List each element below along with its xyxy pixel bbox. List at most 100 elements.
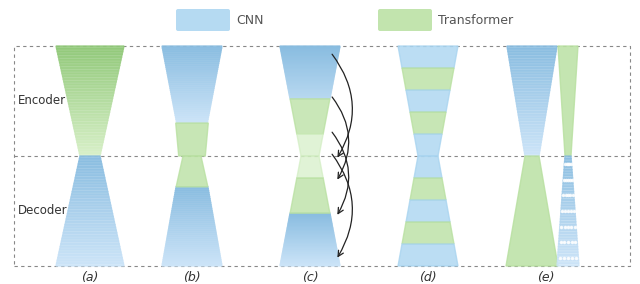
Polygon shape	[172, 206, 212, 208]
Polygon shape	[558, 244, 578, 247]
Polygon shape	[558, 250, 578, 252]
Polygon shape	[170, 86, 214, 88]
Polygon shape	[414, 134, 442, 156]
Polygon shape	[286, 78, 334, 79]
Polygon shape	[290, 99, 330, 134]
Polygon shape	[287, 228, 333, 229]
Polygon shape	[65, 219, 115, 222]
Polygon shape	[175, 111, 209, 113]
Polygon shape	[58, 57, 122, 60]
Polygon shape	[522, 139, 541, 142]
Polygon shape	[559, 233, 577, 236]
Polygon shape	[57, 51, 123, 54]
Polygon shape	[167, 234, 217, 236]
Polygon shape	[406, 90, 450, 112]
Polygon shape	[166, 244, 218, 246]
Polygon shape	[164, 254, 220, 256]
Polygon shape	[559, 241, 577, 244]
Polygon shape	[165, 246, 219, 248]
Polygon shape	[73, 186, 108, 189]
Polygon shape	[68, 104, 111, 106]
Polygon shape	[175, 189, 209, 191]
Polygon shape	[524, 148, 540, 151]
Polygon shape	[67, 211, 113, 214]
Polygon shape	[175, 115, 209, 117]
Polygon shape	[167, 73, 217, 75]
Polygon shape	[288, 221, 332, 222]
Polygon shape	[508, 51, 556, 54]
Polygon shape	[166, 67, 218, 69]
Polygon shape	[289, 220, 332, 221]
Polygon shape	[173, 104, 211, 106]
Polygon shape	[563, 186, 573, 189]
Polygon shape	[508, 54, 556, 57]
Polygon shape	[559, 227, 577, 230]
Polygon shape	[289, 96, 330, 97]
Polygon shape	[288, 88, 332, 89]
Polygon shape	[284, 244, 336, 245]
Polygon shape	[57, 258, 123, 260]
Polygon shape	[164, 250, 220, 252]
Polygon shape	[518, 112, 546, 115]
Polygon shape	[174, 110, 210, 111]
Polygon shape	[290, 213, 330, 214]
Polygon shape	[564, 162, 572, 164]
Polygon shape	[166, 242, 218, 244]
Polygon shape	[174, 197, 210, 199]
Polygon shape	[516, 98, 548, 101]
Polygon shape	[169, 224, 215, 226]
Polygon shape	[63, 233, 117, 236]
Polygon shape	[563, 175, 573, 178]
Polygon shape	[163, 54, 221, 56]
Polygon shape	[522, 134, 543, 137]
Polygon shape	[561, 206, 575, 208]
Polygon shape	[165, 248, 219, 250]
Polygon shape	[68, 206, 111, 208]
Polygon shape	[281, 261, 339, 262]
Polygon shape	[163, 262, 221, 264]
Polygon shape	[514, 90, 550, 93]
Polygon shape	[67, 98, 113, 101]
Polygon shape	[288, 87, 332, 88]
Polygon shape	[77, 167, 103, 170]
Polygon shape	[166, 65, 218, 67]
Polygon shape	[512, 76, 552, 79]
Polygon shape	[58, 255, 122, 258]
Polygon shape	[289, 216, 331, 217]
Polygon shape	[509, 62, 554, 65]
Polygon shape	[284, 68, 336, 70]
Polygon shape	[170, 85, 214, 86]
Polygon shape	[70, 197, 109, 200]
Polygon shape	[68, 101, 112, 104]
Polygon shape	[167, 71, 217, 73]
Polygon shape	[66, 216, 114, 219]
Polygon shape	[176, 156, 208, 187]
Polygon shape	[286, 76, 334, 78]
Polygon shape	[167, 236, 217, 238]
Polygon shape	[557, 263, 579, 266]
Polygon shape	[508, 49, 557, 51]
Polygon shape	[520, 126, 544, 128]
Polygon shape	[175, 113, 209, 115]
Polygon shape	[284, 66, 336, 67]
Polygon shape	[75, 178, 106, 181]
Polygon shape	[283, 250, 337, 251]
Polygon shape	[524, 151, 540, 153]
Polygon shape	[513, 79, 552, 82]
Polygon shape	[559, 236, 577, 239]
Polygon shape	[281, 259, 339, 261]
Polygon shape	[410, 178, 446, 200]
Polygon shape	[282, 54, 339, 55]
Polygon shape	[562, 197, 574, 200]
Polygon shape	[172, 208, 212, 210]
Polygon shape	[511, 71, 553, 74]
Polygon shape	[79, 156, 100, 159]
Text: Decoder: Decoder	[18, 204, 68, 218]
Polygon shape	[287, 230, 333, 232]
Polygon shape	[78, 148, 102, 151]
Polygon shape	[163, 256, 221, 258]
Polygon shape	[63, 79, 116, 82]
Polygon shape	[74, 183, 107, 186]
Polygon shape	[79, 151, 101, 153]
Polygon shape	[287, 229, 333, 230]
